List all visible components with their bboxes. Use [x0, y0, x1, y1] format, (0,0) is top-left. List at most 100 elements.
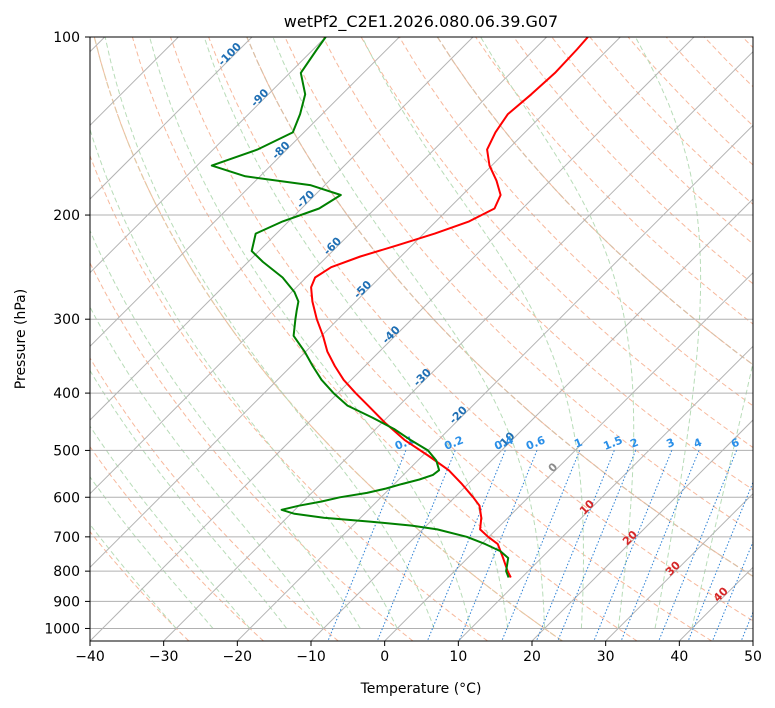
mixing-ratio-line: [740, 610, 753, 641]
dry-adiabat: [551, 37, 753, 245]
y-tick-label: 700: [53, 530, 80, 546]
x-tick-label: −40: [75, 649, 105, 665]
isotherm-label: -50: [351, 278, 374, 301]
moist-adiabat: [90, 127, 398, 629]
mixing-ratio-line: [658, 450, 738, 641]
mixing-ratio-line: [557, 450, 637, 641]
temperature-profile-line: [310, 37, 589, 578]
isotherm-label: -100: [215, 40, 244, 69]
dry-adiabat: [436, 37, 753, 366]
dry-adiabat: [513, 37, 753, 285]
isotherm-line: [236, 124, 753, 641]
dry-adiabat: [90, 261, 414, 641]
isoline-labels: -100-90-80-70-60-50-40-30-20-10010203040…: [215, 40, 771, 605]
y-tick-label: 1000: [44, 621, 80, 637]
mixing-ratio-label: 2: [628, 436, 640, 451]
moist-adiabat: [90, 229, 361, 629]
isotherms: [90, 37, 753, 641]
dry-adiabat: [436, 37, 753, 366]
x-tick-label: −20: [223, 649, 253, 665]
isotherm-line: [90, 37, 695, 641]
moist-adiabat: [691, 360, 753, 629]
mixing-ratio-label: 1: [572, 436, 584, 451]
mixing-ratio-label: 3: [664, 436, 676, 451]
isotherm-label: -60: [321, 234, 344, 257]
y-axis-label: Pressure (hPa): [13, 289, 29, 389]
chart-title: wetPf2_C2E1.2026.080.06.39.G07: [284, 12, 558, 32]
isotherm-line: [90, 37, 400, 348]
moist-adiabat: [272, 37, 545, 629]
dry-adiabat: [93, 37, 563, 641]
dry-adiabats: [90, 37, 753, 641]
isotherm-line: [457, 345, 753, 641]
isotherm-line: [90, 37, 621, 569]
dry-adiabat: [665, 37, 753, 127]
sounding-profiles: [210, 37, 589, 578]
x-tick-label: 40: [670, 649, 688, 665]
mixing-ratio-line: [426, 450, 506, 641]
isotherm-line: [90, 37, 548, 495]
mixing-ratio-line: [620, 450, 700, 641]
plot-frame: [89, 36, 754, 642]
moist-adiabat: [203, 37, 509, 629]
isotherm-line: [90, 37, 327, 274]
isotherm-line: [310, 198, 753, 641]
mixing-ratio-line: [535, 450, 615, 641]
isotherm-label: -40: [380, 323, 403, 346]
y-tick-label: 300: [53, 312, 80, 328]
mixing-ratio-line: [376, 450, 456, 641]
dry-adiabat: [90, 357, 339, 641]
dry-adiabat: [170, 37, 712, 641]
moist-adiabat: [90, 369, 288, 629]
y-tick-label: 200: [53, 208, 80, 224]
x-axis: −40 −30 −20 −10 0 10 20 30 40 50: [75, 641, 762, 665]
isotherm-line: [163, 50, 753, 641]
mixing-ratio-line: [712, 540, 753, 641]
dry-adiabat: [208, 37, 753, 622]
dry-adiabat: [322, 37, 753, 491]
mixing-ratio-line: [764, 450, 775, 641]
mixing-ratio-label: 8: [759, 436, 771, 451]
dry-adiabat: [90, 530, 190, 641]
y-tick-label: 800: [53, 564, 80, 580]
isotherm-line: [384, 271, 753, 641]
moist-adiabat: [90, 305, 324, 629]
mixing-ratio-line: [687, 481, 753, 641]
dry-adiabat: [742, 37, 753, 49]
isotherm-label: -90: [248, 86, 271, 109]
mixing-ratio-line: [327, 450, 407, 641]
x-tick-label: 0: [380, 649, 389, 665]
mixing-ratio-line: [593, 450, 673, 641]
isotherm-label: 30: [663, 558, 683, 578]
x-tick-label: 10: [449, 649, 467, 665]
isotherm-line: [90, 37, 253, 200]
dry-adiabat: [246, 37, 753, 578]
isotherm-label: -70: [294, 188, 317, 211]
x-tick-label: 20: [523, 649, 541, 665]
isotherm-line: [605, 492, 753, 641]
isotherm-label: -20: [447, 403, 470, 426]
dewpoint-profile-line: [210, 37, 510, 578]
pressure-gridlines: [90, 37, 753, 629]
y-tick-label: 900: [53, 594, 80, 610]
y-tick-label: 400: [53, 386, 80, 402]
dry-adiabat: [589, 37, 753, 205]
mixing-ratio-line: [501, 450, 581, 641]
isotherm-label: -30: [411, 366, 434, 389]
dry-adiabat: [703, 37, 753, 88]
moist-adiabat: [361, 37, 584, 629]
y-tick-label: 500: [53, 443, 80, 459]
isotherm-line: [90, 37, 474, 421]
y-axis: 100 200 300 400 500 600 700 800 900 1000: [44, 30, 90, 637]
plot-area: -100-90-80-70-60-50-40-30-20-10010203040…: [90, 37, 775, 641]
x-tick-label: −10: [296, 649, 326, 665]
x-tick-label: 30: [597, 649, 615, 665]
dry-adiabat: [131, 37, 638, 641]
y-tick-label: 100: [53, 30, 80, 46]
dry-adiabat: [360, 37, 753, 449]
dry-adiabat: [90, 154, 488, 641]
isotherm-line: [678, 566, 753, 641]
moist-adiabat: [480, 37, 635, 629]
isotherm-line: [531, 419, 753, 641]
